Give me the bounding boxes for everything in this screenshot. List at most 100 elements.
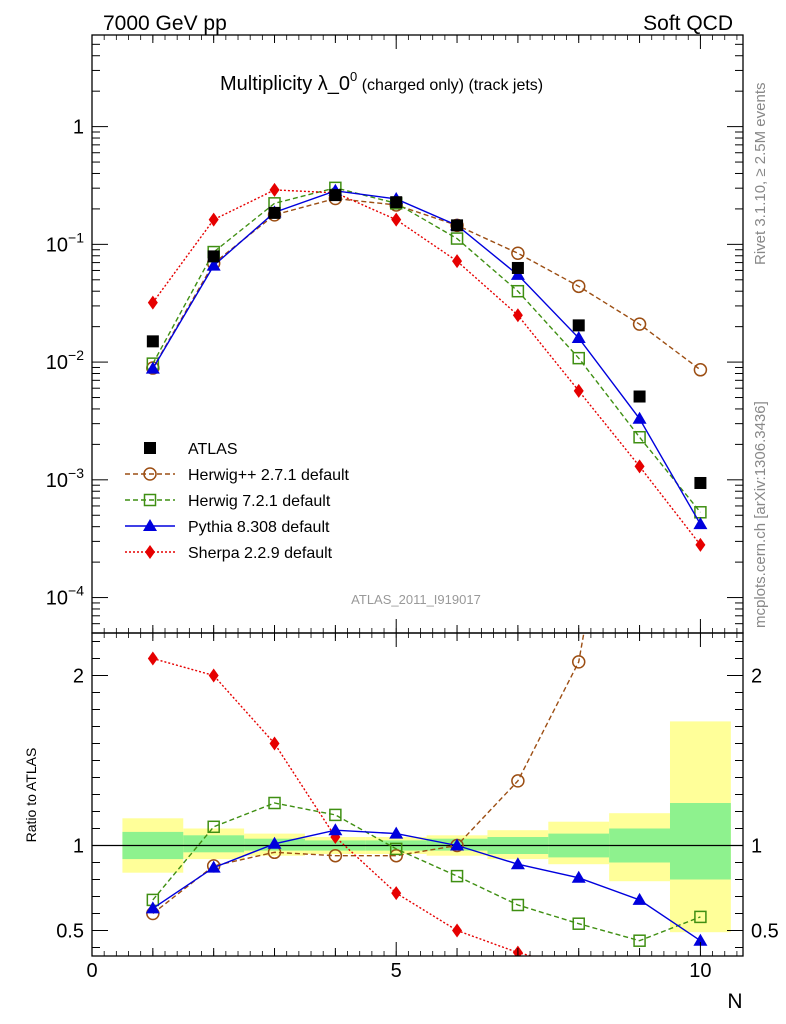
band-inner [183, 835, 245, 853]
point-atlas [694, 476, 707, 489]
point-herwig7 [633, 430, 646, 444]
ratio-point-herwig7 [450, 869, 464, 883]
point-pythia [571, 331, 586, 344]
band-inner [669, 803, 731, 880]
ratio-point-sherpa [391, 886, 402, 901]
ratio-y-tick-label: 2 [73, 666, 84, 688]
point-atlas [146, 335, 159, 348]
point-sherpa [452, 254, 463, 269]
legend-marker-herwig7 [143, 493, 157, 507]
plot-title-sub: (charged only) (track jets) [357, 77, 543, 94]
y-tick-label: 10−2 [46, 347, 84, 374]
point-atlas [633, 390, 646, 403]
ratio-point-pythia [450, 838, 465, 851]
mcplots-label: mcplots.cern.ch [arXiv:1306.3436] [752, 401, 769, 628]
ratio-frame [91, 632, 744, 957]
point-sherpa [391, 212, 402, 227]
point-herwig7 [450, 232, 464, 245]
ratio-point-herwig7 [633, 934, 646, 947]
ratio-point-sherpa [574, 961, 584, 975]
point-sherpa [512, 308, 523, 323]
ratio-point-herwig7 [329, 808, 342, 822]
legend: ATLAS Herwig++ 2.7.1 default Herwig 7.2.1 … [125, 441, 350, 562]
y-tick-label: 10−1 [46, 229, 84, 256]
point-atlas [268, 206, 281, 219]
ratio-point-herwig7 [694, 910, 707, 924]
point-herwigpp [632, 317, 647, 331]
ratio-point-pythia [267, 836, 282, 849]
point-atlas [207, 250, 220, 263]
main-frame [91, 34, 744, 634]
x-axis-label: N [727, 990, 742, 1013]
ratio-point-herwigpp [571, 655, 586, 669]
x-tick-label: 0 [86, 960, 97, 982]
analysis-label: ATLAS_2011_I919017 [351, 592, 481, 607]
ratio-y-tick-label: 0.5 [56, 921, 84, 943]
ratio-point-sherpa [269, 736, 280, 751]
main-panel: 1 10−1 10−2 10−3 10−4 [46, 34, 744, 634]
point-pythia [693, 517, 708, 530]
point-herwigpp [693, 363, 708, 377]
ratio-point-pythia [632, 892, 647, 905]
point-herwigpp [511, 246, 525, 261]
point-sherpa [695, 537, 706, 552]
ratio-point-pythia [571, 870, 586, 883]
plot-title-main: Multiplicity λ_0 [220, 73, 350, 95]
point-herwigpp [571, 279, 586, 294]
ratio-y-tick-label: 1 [73, 836, 84, 858]
series-line-sherpa [152, 189, 701, 546]
ratio-point-sherpa [147, 651, 158, 666]
ratio-point-sherpa [452, 923, 463, 938]
legend-marker-herwigpp [143, 467, 157, 481]
ratio-point-sherpa [208, 668, 219, 683]
ratio-point-pythia [145, 901, 160, 914]
ratio-point-herwig7 [207, 820, 220, 834]
y-tick-label: 10−3 [46, 465, 84, 492]
main-data [145, 181, 708, 552]
legend-marker-sherpa [145, 545, 155, 559]
legend-marker-atlas [144, 442, 156, 454]
plot-title-sup: 0 [350, 69, 357, 84]
ratio-point-pythia [693, 933, 708, 946]
ratio-point-herwig7 [572, 917, 585, 930]
plot-title: Multiplicity λ_00 (charged only) (track … [220, 69, 543, 95]
ratio-point-herwig7 [389, 842, 403, 856]
point-herwig7 [511, 284, 525, 298]
point-atlas [572, 319, 585, 332]
ratio-y-tick-label-right: 2 [751, 666, 762, 688]
y-tick-label: 1 [73, 117, 84, 139]
series-line-herwig7 [152, 187, 701, 513]
ratio-point-pythia [206, 860, 221, 873]
legend-label-herwigpp: Herwig++ 2.7.1 default [188, 467, 350, 484]
rivet-label: Rivet 3.1.10, ≥ 2.5M events [752, 83, 769, 266]
legend-marker-pythia [143, 519, 157, 531]
ratio-line-pythia [152, 829, 701, 942]
ratio-point-pythia [510, 857, 525, 870]
ratio-point-herwig7 [511, 898, 525, 912]
point-pythia [145, 361, 160, 374]
ratio-data [92, 633, 743, 980]
series-line-pythia [152, 190, 702, 525]
ratio-point-herwig7 [268, 796, 281, 810]
ratio-point-herwigpp [328, 848, 343, 863]
point-pythia [632, 411, 647, 424]
point-herwig7 [572, 351, 585, 365]
ratio-panel: 0.5 0.5 1 1 2 2 0 5 10 [56, 632, 779, 982]
point-atlas [329, 189, 342, 202]
y-tick-label: 10−4 [46, 583, 84, 610]
ratio-point-pythia [328, 823, 343, 836]
x-tick-label: 10 [689, 960, 711, 982]
point-sherpa [634, 459, 645, 474]
ratio-line-herwig7 [152, 802, 701, 942]
point-sherpa [269, 182, 280, 197]
category-label: Soft QCD [643, 12, 733, 35]
ratio-ylabel: Ratio to ATLAS [23, 748, 39, 843]
beam-label: 7000 GeV pp [103, 12, 227, 35]
ratio-y-tick-label-right: 1 [751, 836, 762, 858]
point-atlas [390, 196, 403, 209]
series-line-herwigpp [152, 197, 701, 371]
ratio-point-sherpa [635, 966, 645, 980]
legend-label-herwig7: Herwig 7.2.1 default [188, 493, 331, 510]
ratio-point-herwigpp [511, 774, 525, 788]
